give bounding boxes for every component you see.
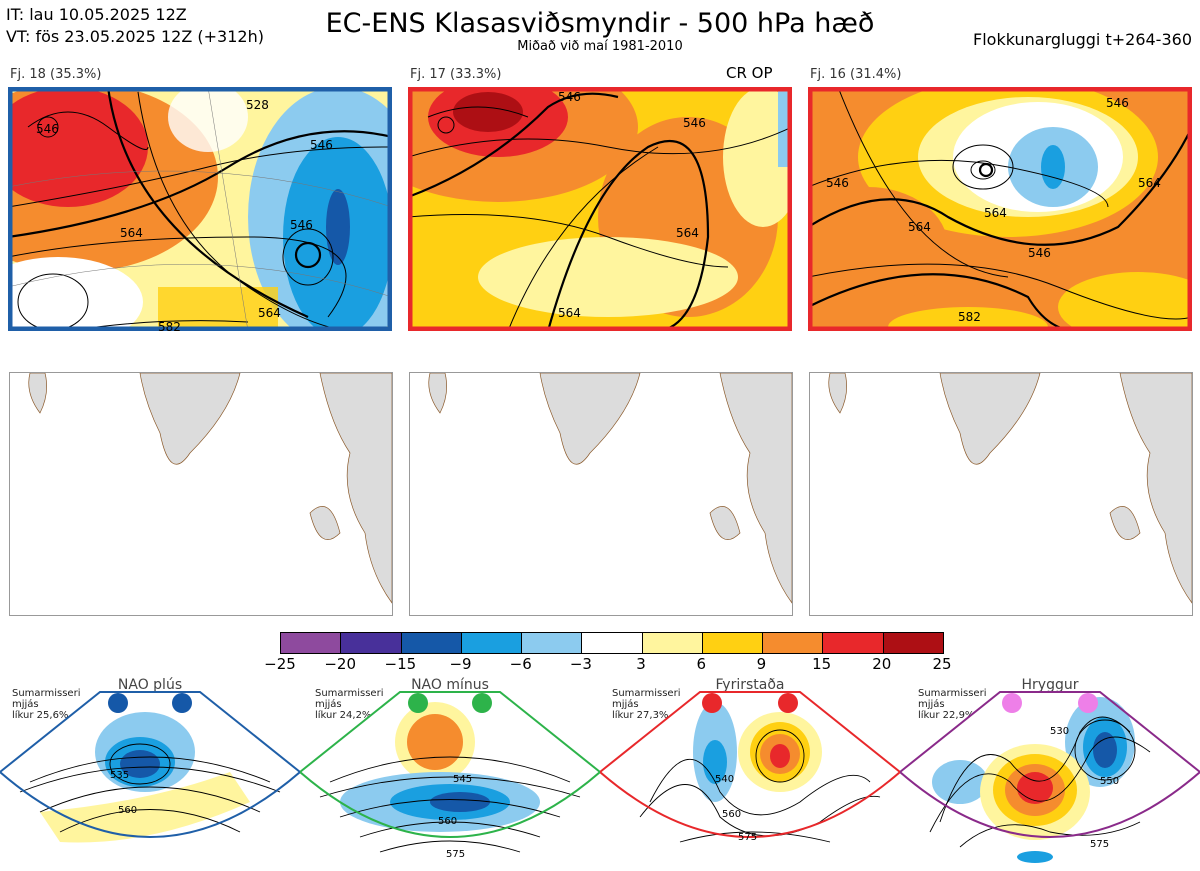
regime-dot: [702, 693, 722, 713]
cluster-frame-1: [8, 87, 392, 331]
base-map-2[interactable]: [409, 372, 793, 616]
contour-label: 564: [908, 220, 931, 234]
colorbar-tick-label: 25: [932, 655, 952, 673]
page-subtitle: Miðað við maí 1981-2010: [517, 39, 683, 54]
contour-label: 564: [984, 206, 1007, 220]
regime-panel-nao-minus[interactable]: Sumarmisseri mjjás líkur 24,2% NAO mínus 5…: [300, 672, 600, 871]
cluster-frame-3: [808, 87, 1192, 331]
regime-dot: [408, 693, 428, 713]
valid-time: VT: fös 23.05.2025 12Z (+312h): [6, 27, 264, 46]
page-title: EC-ENS Klasasviðsmyndir - 500 hPa hæð: [325, 8, 875, 39]
contour-label: 564: [1138, 176, 1161, 190]
cluster-map-2[interactable]: 546 546 564 564: [408, 87, 792, 331]
contour-label: 545: [453, 774, 472, 785]
cluster-label-3: Fj. 16 (31.4%): [810, 67, 902, 82]
regime-name: NAO plús: [117, 677, 183, 693]
colorbar-segment: [521, 633, 582, 653]
regime-panel-blocking[interactable]: Sumarmisseri mjjás líkur 27,3% Fyrirstaða …: [600, 672, 900, 871]
contour-label: 582: [158, 320, 181, 331]
colorbar-tick-label: −15: [384, 655, 417, 673]
colorbar-tick-label: −9: [449, 655, 472, 673]
cluster-label-1: Fj. 18 (35.3%): [10, 67, 102, 82]
regime-name: NAO mínus: [411, 677, 489, 693]
regime-frame: [300, 691, 600, 838]
regime-dot: [778, 693, 798, 713]
base-map-1[interactable]: [9, 372, 393, 616]
colorbar-segment: [340, 633, 401, 653]
regime-info: Sumarmisseri mjjás líkur 24,2%: [315, 688, 384, 721]
header-info: IT: lau 10.05.2025 12Z VT: fös 23.05.202…: [6, 4, 264, 48]
cluster-label-2: Fj. 17 (33.3%): [410, 67, 502, 82]
base-map-3[interactable]: [809, 372, 1193, 616]
contour-label: 546: [1106, 96, 1129, 110]
contour-label: 546: [683, 116, 706, 130]
contour-label: 540: [715, 774, 734, 785]
contour-label: 546: [558, 90, 581, 104]
colorbar-tick-label: 20: [872, 655, 892, 673]
colorbar-tick-label: −20: [324, 655, 356, 673]
contour-label: 575: [738, 832, 757, 843]
regime-info: Sumarmisseri mjjás líkur 25,6%: [12, 688, 81, 721]
colorbar-labels: −25 −20 −15 −9 −6 −3 3 6 9 15 20 25: [264, 655, 951, 675]
classification-window: Flokkunargluggi t+264-360: [973, 30, 1192, 49]
contour-label: 582: [958, 310, 981, 324]
contour-label: 546: [826, 176, 849, 190]
contour-label: 564: [258, 306, 281, 320]
regime-panel-nao-plus[interactable]: Sumarmisseri mjjás líkur 25,6% NAO plús 53…: [0, 672, 300, 871]
colorbar-segment: [882, 633, 943, 653]
contour-label: 560: [438, 816, 457, 827]
colorbar-tick-label: 6: [696, 655, 707, 673]
regime-name: Hryggur: [1021, 677, 1079, 693]
regime-name: Fyrirstaða: [715, 677, 785, 693]
regime-info: Sumarmisseri mjjás líkur 22,9%: [918, 688, 987, 721]
colorbar-tick-label: −6: [509, 655, 532, 673]
contour-label: 528: [246, 98, 269, 112]
contour-label: 530: [1050, 726, 1069, 737]
contour-label: 564: [676, 226, 699, 240]
colorbar-tick-label: −25: [264, 655, 296, 673]
contour-label: 575: [1090, 839, 1109, 850]
contour-label: 546: [310, 138, 333, 152]
colorbar: [280, 632, 944, 654]
colorbar-segment: [641, 633, 702, 653]
regime-frame: [900, 691, 1200, 838]
regime-panel-ridge[interactable]: Sumarmisseri mjjás líkur 22,9% Hryggur 530…: [900, 672, 1200, 871]
colorbar-segment: [762, 633, 823, 653]
colorbar-tick-label: 15: [812, 655, 832, 673]
regime-dot: [1002, 693, 1022, 713]
regime-dot: [472, 693, 492, 713]
contour-label: 546: [1028, 246, 1051, 260]
cluster-map-3[interactable]: 546 546 564 546 564 582 564: [808, 87, 1192, 331]
contour-label: 560: [118, 805, 137, 816]
regime-dot: [108, 693, 128, 713]
colorbar-tick-label: −3: [569, 655, 592, 673]
colorbar-tick-label: 9: [756, 655, 767, 673]
contour-label: 550: [1100, 776, 1119, 787]
contour-label: 535: [110, 770, 129, 781]
contour-label: 546: [36, 122, 59, 136]
cluster-frame-2: [408, 87, 792, 331]
regime-dot: [172, 693, 192, 713]
contour-label: 560: [722, 809, 741, 820]
colorbar-segment: [701, 633, 763, 653]
regime-info: Sumarmisseri mjjás líkur 27,3%: [612, 688, 681, 721]
colorbar-tick-label: 3: [636, 655, 646, 673]
cluster-map-1[interactable]: 546 528 546 564 546 564 582: [8, 87, 392, 331]
regime-dot: [1078, 693, 1098, 713]
contour-label: 564: [120, 226, 143, 240]
regime-frame: [0, 691, 300, 838]
control-op-label: CR OP: [726, 64, 773, 82]
contour-label: 575: [446, 849, 465, 860]
colorbar-segment: [460, 633, 522, 653]
contour-label: 564: [558, 306, 581, 320]
colorbar-segment: [822, 633, 883, 653]
colorbar-segment: [400, 633, 461, 653]
colorbar-segment: [281, 633, 341, 653]
colorbar-segment: [581, 633, 642, 653]
initial-time: IT: lau 10.05.2025 12Z: [6, 5, 187, 24]
contour-label: 546: [290, 218, 313, 232]
regime-frame: [600, 691, 900, 838]
